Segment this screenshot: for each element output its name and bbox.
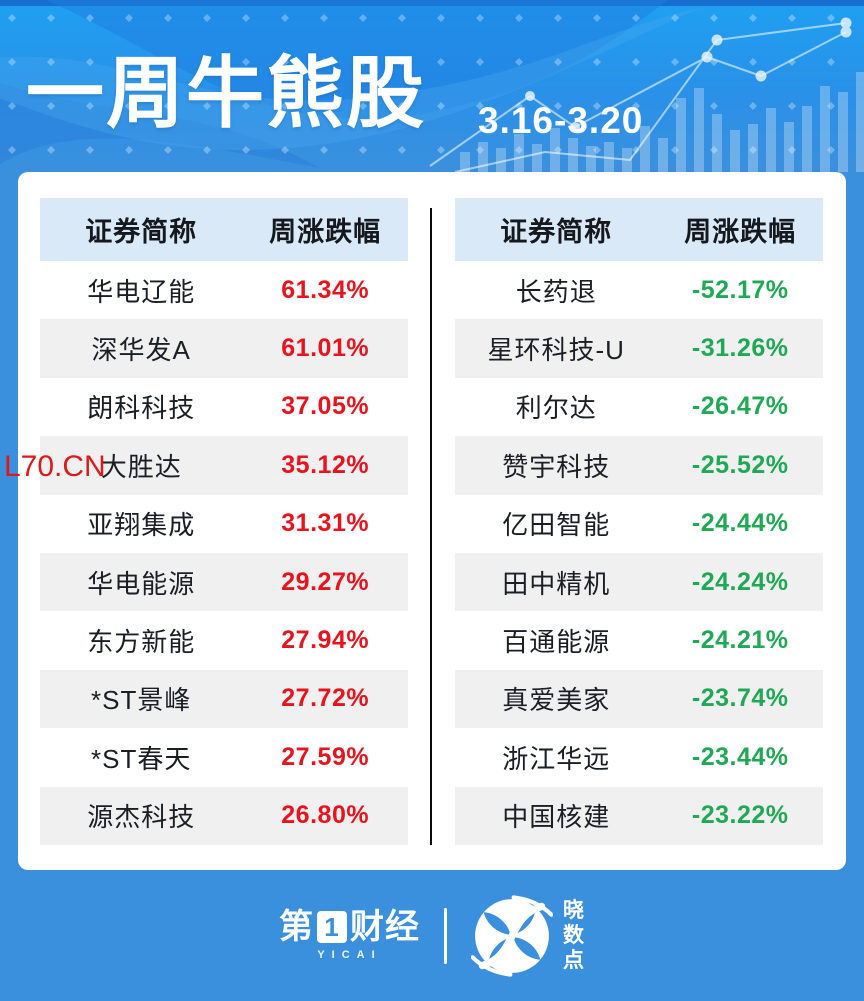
stock-change: -24.21% <box>691 626 789 655</box>
table-row: 华电能源 29.27% <box>40 552 408 612</box>
column-header-name: 证券简称 <box>500 217 613 247</box>
stock-change: -23.44% <box>691 742 789 771</box>
stock-change: -52.17% <box>691 275 789 304</box>
stock-change: -31.26% <box>691 334 789 363</box>
stock-name: 朗科科技 <box>87 393 196 424</box>
footer-branding: 第 1 财经 YICAI 晓 数 <box>0 870 864 1001</box>
table-row: 朗科科技 37.05% <box>40 377 408 437</box>
table-row: 华电辽能 61.34% <box>40 261 408 320</box>
stock-change: -25.52% <box>691 450 789 479</box>
table-row: 百通能源 -24.21% <box>455 611 823 670</box>
gainers-table: 证券简称 周涨跌幅 华电辽能 61.34% 深华发A 61.01% 朗科科技 3… <box>40 198 408 845</box>
table-row: 浙江华远 -23.44% <box>455 728 823 787</box>
date-range: 3.16-3.20 <box>478 100 644 141</box>
stock-name: 百通能源 <box>502 627 611 658</box>
stock-change: 61.34% <box>281 275 370 304</box>
stock-change: -26.47% <box>691 392 789 421</box>
stock-name: 赞宇科技 <box>502 451 611 482</box>
table-row: 长药退 -52.17% <box>455 261 823 320</box>
table-row: 东方新能 27.94% <box>40 611 408 670</box>
table-row: 真爱美家 -23.74% <box>455 669 823 729</box>
yicai-logo: 第 1 财经 YICAI <box>279 910 420 961</box>
stock-name: 长药退 <box>515 276 597 307</box>
stock-change: 26.80% <box>281 801 370 830</box>
xiaoshudian-logo-icon <box>471 894 553 977</box>
stock-change: -23.22% <box>691 801 789 830</box>
xiaoshudian-brand: 晓 数 点 <box>471 894 585 977</box>
gainers-table-header: 证券简称 周涨跌幅 <box>40 198 408 261</box>
stock-name: 华电辽能 <box>87 276 196 307</box>
stock-change: -24.44% <box>691 509 789 538</box>
yicai-logo-subtext: YICAI <box>317 949 382 961</box>
losers-table-body: 长药退 -52.17% 星环科技-U -31.26% 利尔达 -26.47% 赞… <box>455 261 823 845</box>
column-header-change: 周涨跌幅 <box>684 217 797 247</box>
page-title: 一周牛熊股 <box>26 49 427 137</box>
stock-name: *ST景峰 <box>91 685 192 716</box>
yicai-logo-text: 财经 <box>350 908 420 946</box>
stock-name: 浙江华远 <box>502 743 611 774</box>
stock-name: 真爱美家 <box>502 685 611 716</box>
hero-header: 一周牛熊股 3.16-3.20 <box>0 0 864 172</box>
xiaoshudian-name: 晓 数 点 <box>563 899 585 973</box>
stock-name: 利尔达 <box>515 393 597 424</box>
table-row: 赞宇科技 -25.52% <box>455 436 823 495</box>
stock-change: 27.59% <box>281 742 370 771</box>
table-row: 大胜达 35.12% <box>40 436 408 495</box>
stock-change: -23.74% <box>691 684 789 713</box>
yicai-logo-text: 第 <box>279 908 314 946</box>
stock-name: 亿田智能 <box>502 510 611 541</box>
stock-name: 中国核建 <box>502 802 611 833</box>
table-row: 亿田智能 -24.44% <box>455 494 823 553</box>
stock-name: 深华发A <box>91 335 191 366</box>
tables-divider <box>430 208 432 845</box>
stock-name: 东方新能 <box>87 627 196 658</box>
table-row: 深华发A 61.01% <box>40 319 408 378</box>
table-row: 亚翔集成 31.31% <box>40 494 408 553</box>
stock-name: 星环科技-U <box>487 335 625 366</box>
xiaoshudian-char: 晓 <box>563 898 585 922</box>
footer-divider <box>444 907 447 964</box>
stock-name: *ST春天 <box>91 743 192 774</box>
stock-change: 61.01% <box>281 334 370 363</box>
table-row: *ST春天 27.59% <box>40 728 408 787</box>
losers-table-header: 证券简称 周涨跌幅 <box>455 198 823 261</box>
stock-name: 亚翔集成 <box>87 510 196 541</box>
hero-background-decoration-icon <box>0 0 864 172</box>
stock-change: 29.27% <box>281 567 370 596</box>
stock-change: 35.12% <box>281 450 370 479</box>
site-watermark: L70.CN <box>4 450 106 483</box>
stock-name: 华电能源 <box>87 568 196 599</box>
gainers-table-body: 华电辽能 61.34% 深华发A 61.01% 朗科科技 37.05% 大胜达 … <box>40 261 408 845</box>
column-header-name: 证券简称 <box>85 217 198 247</box>
stock-name: 源杰科技 <box>87 802 196 833</box>
stock-change: 27.94% <box>281 626 370 655</box>
stock-change: 31.31% <box>281 509 370 538</box>
table-row: 源杰科技 26.80% <box>40 786 408 845</box>
xiaoshudian-char: 数 <box>563 923 585 947</box>
table-row: 田中精机 -24.24% <box>455 552 823 612</box>
yicai-logo-block-icon: 1 <box>317 911 347 943</box>
stock-change: 37.05% <box>281 392 370 421</box>
table-row: 星环科技-U -31.26% <box>455 319 823 378</box>
xiaoshudian-char: 点 <box>563 948 585 972</box>
data-card: 证券简称 周涨跌幅 华电辽能 61.34% 深华发A 61.01% 朗科科技 3… <box>18 172 846 870</box>
stock-name: 田中精机 <box>502 568 611 599</box>
table-row: 利尔达 -26.47% <box>455 377 823 437</box>
stock-name: 大胜达 <box>100 451 182 482</box>
table-row: *ST景峰 27.72% <box>40 669 408 729</box>
stock-change: 27.72% <box>281 684 370 713</box>
table-row: 中国核建 -23.22% <box>455 786 823 845</box>
stock-change: -24.24% <box>691 567 789 596</box>
losers-table: 证券简称 周涨跌幅 长药退 -52.17% 星环科技-U -31.26% 利尔达… <box>455 198 823 845</box>
column-header-change: 周涨跌幅 <box>269 217 382 247</box>
